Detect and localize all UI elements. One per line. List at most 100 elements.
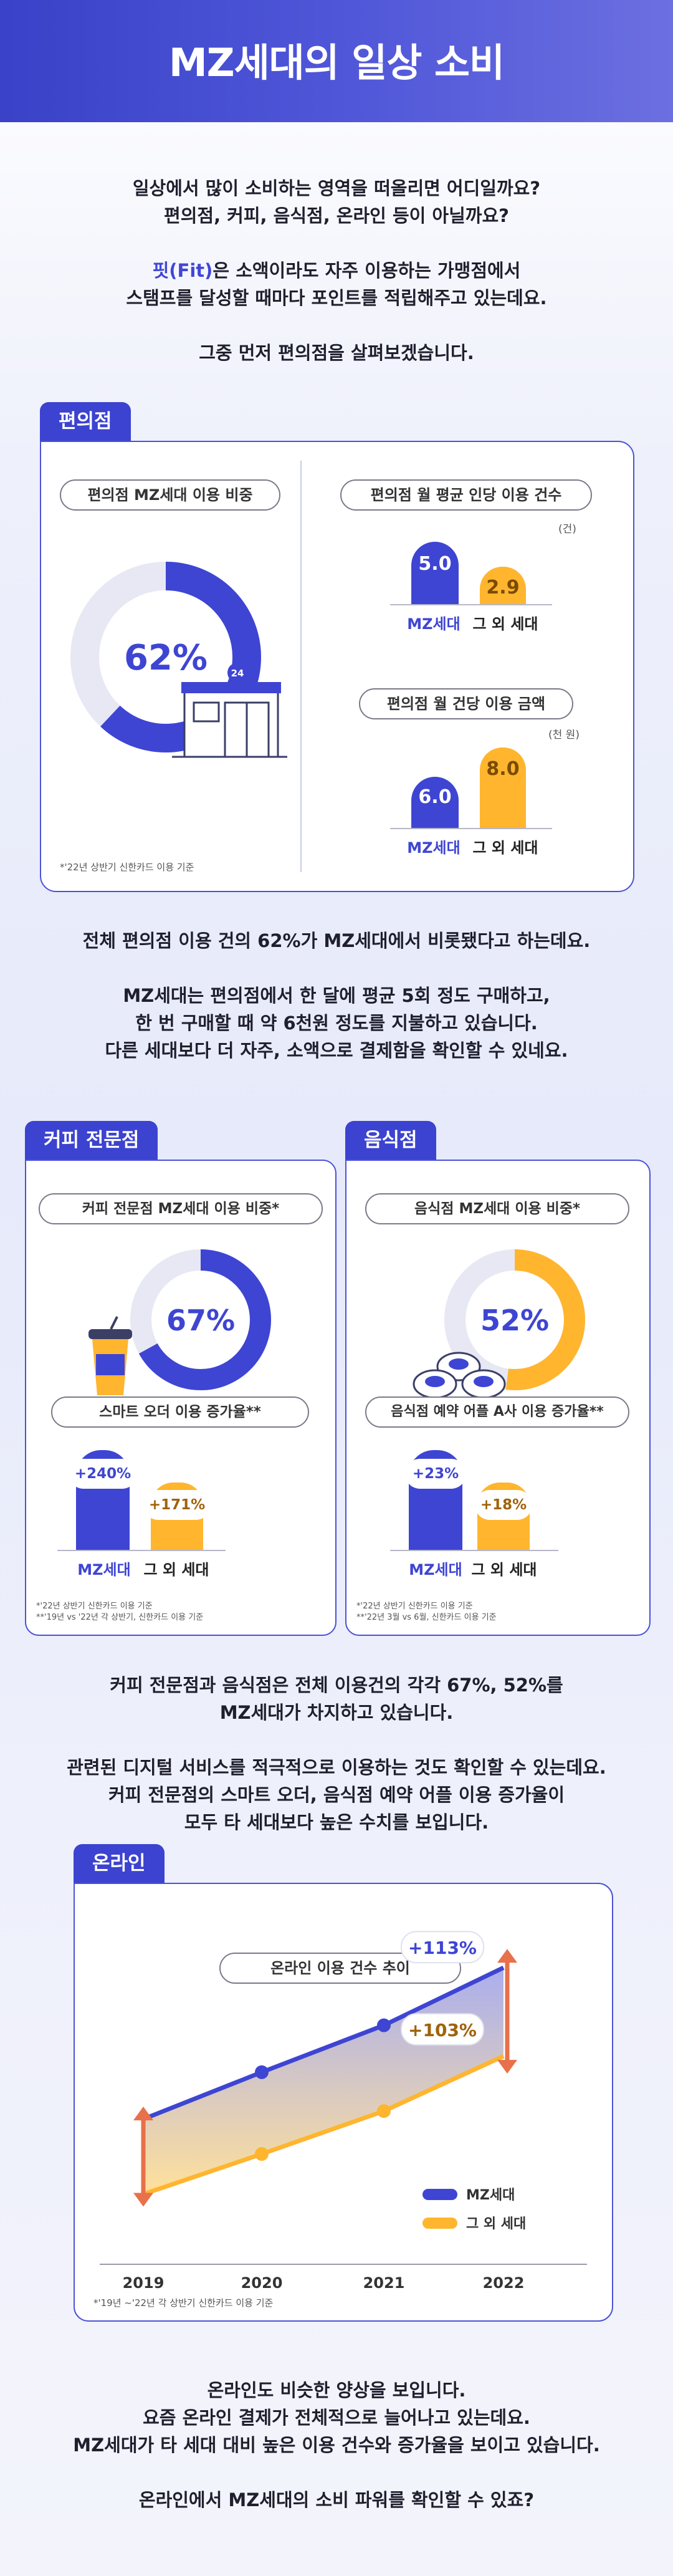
footnote-line: **'22년 3월 vs 6월, 신한카드 이용 기준 (356, 1613, 497, 1622)
online-card: 온라인 이용 건수 추이 +113% +103% 2019 2020 2021 2022 M… (74, 1883, 613, 2322)
restaurant-donut: 52% (413, 1249, 585, 1399)
count-value-other: 2.9 (486, 577, 520, 598)
x-tick-2020: 2020 (241, 2274, 283, 2292)
restaurant-card: 음식점 MZ세대 이용 비중* 52% 음식점 예약 어플 A사 이용 증가율*… (345, 1160, 651, 1636)
footnote-line: *'22년 상반기 신한카드 이용 기준 (36, 1602, 153, 1611)
coffee-cup-icon (88, 1316, 132, 1395)
legend-swatch-mz (422, 2189, 457, 2200)
amount-value-other: 8.0 (486, 758, 520, 780)
outro-line: 온라인에서 MZ세대의 소비 파워를 확인할 수 있죠? (138, 2489, 535, 2511)
outro-text: 온라인도 비슷한 양상을 보입니다. 요즘 온라인 결제가 전체적으로 늘어나고… (37, 2377, 636, 2514)
convenience-amount-title: 편의점 월 건당 이용 금액 (359, 688, 573, 719)
point-other-2021 (377, 2104, 391, 2118)
x-tick-2022: 2022 (483, 2274, 525, 2292)
section-tag-restaurant: 음식점 (345, 1121, 436, 1160)
restaurant-label-mz: MZ세대 (409, 1561, 462, 1579)
restaurant-label-other: 그 외 세대 (471, 1561, 537, 1579)
convenience-card: 편의점 MZ세대 이용 비중 24 62% *'22년 상반기 신한카드 이용 … (40, 441, 634, 892)
arrow-end-head-down (497, 2060, 517, 2074)
outro-line: 온라인도 비슷한 양상을 보입니다. (207, 2380, 466, 2401)
donut-arc-mz (444, 1249, 585, 1390)
fit-brand: 핏(Fit) (152, 260, 213, 281)
intro-line: 편의점, 커피, 음식점, 온라인 등이 아닐까요? (164, 205, 509, 226)
summary-line: MZ세대가 차지하고 있습니다. (219, 1702, 454, 1723)
point-mz-2020 (255, 2065, 269, 2079)
footnote-line: **'19년 vs '22년 각 상반기, 신한카드 이용 기준 (36, 1613, 204, 1622)
summary-line: 커피 전문점의 스마트 오더, 음식점 예약 어플 이용 증가율이 (108, 1784, 565, 1805)
restaurant-growth-title: 음식점 예약 어플 A사 이용 증가율** (365, 1396, 629, 1428)
online-footnote: *'19년 ~'22년 각 상반기 신한카드 이용 기준 (93, 2297, 274, 2309)
summary-line: 한 번 구매할 때 약 6천원 정도를 지불하고 있습니다. (135, 1012, 538, 1034)
section-tag-online: 온라인 (74, 1844, 165, 1883)
section-tag-convenience: 편의점 (40, 402, 131, 441)
amount-label-mz: MZ세대 (407, 839, 461, 857)
intro-fit-line: 핏(Fit)은 소액이라도 자주 이용하는 가맹점에서 (152, 260, 521, 281)
legend-label-other: 그 외 세대 (466, 2216, 526, 2232)
coffee-growth-other: +171% (143, 1490, 211, 1520)
arrow-start-head-down (133, 2193, 153, 2207)
coffee-growth-mz: +240% (69, 1459, 137, 1489)
series-line-other (142, 2054, 505, 2196)
arrow-end-head-up (497, 1949, 517, 1963)
convenience-share-value: 62% (124, 638, 208, 678)
growth-label-mz-bg (401, 1931, 484, 1964)
coffee-growth-title: 스마트 오더 이용 증가율** (51, 1396, 309, 1428)
intro-text: 일상에서 많이 소비하는 영역을 떠올리면 어디일까요? 편의점, 커피, 음식… (37, 175, 636, 367)
amount-baseline (390, 828, 552, 829)
point-other-2020 (255, 2147, 269, 2161)
page-title: MZ세대의 일상 소비 (168, 40, 505, 85)
summary-line: 다른 세대보다 더 자주, 소액으로 결제함을 확인할 수 있네요. (105, 1040, 568, 1061)
food-sushi-icon (413, 1352, 506, 1399)
convenience-footnote: *'22년 상반기 신한카드 이용 기준 (60, 862, 194, 873)
arrow-start-head-up (133, 2107, 153, 2121)
growth-label-other: +103% (408, 2020, 477, 2040)
amount-bar-other (480, 747, 526, 828)
restaurant-share-title: 음식점 MZ세대 이용 비중* (365, 1193, 629, 1224)
coffee-donut: 67% (88, 1249, 271, 1395)
mid-summary: 커피 전문점과 음식점은 전체 이용건의 각각 67%, 52%를 MZ세대가 … (37, 1671, 636, 1836)
coffee-share-title: 커피 전문점 MZ세대 이용 비중* (39, 1193, 323, 1224)
x-tick-2019: 2019 (123, 2274, 165, 2292)
restaurant-growth-other: +18% (475, 1490, 532, 1520)
amount-bar-mz (411, 777, 459, 828)
store-24-badge: 24 (231, 668, 244, 679)
count-label-mz: MZ세대 (407, 615, 461, 633)
legend-label-mz: MZ세대 (466, 2188, 515, 2203)
legend-swatch-other (422, 2218, 457, 2229)
restaurant-share-value: 52% (480, 1304, 549, 1337)
intro-line: 그중 먼저 편의점을 살펴보겠습니다. (199, 342, 474, 363)
coffee-card: 커피 전문점 MZ세대 이용 비중* 67% 스마트 오더 이용 증가율** +… (25, 1160, 336, 1636)
convenience-share-title: 편의점 MZ세대 이용 비중 (60, 479, 280, 511)
x-tick-2021: 2021 (363, 2274, 405, 2292)
count-bar-other (480, 567, 526, 604)
convenience-store-icon: 24 (172, 663, 287, 758)
convenience-donut: 24 62% (70, 562, 287, 758)
coffee-label-other: 그 외 세대 (143, 1561, 209, 1579)
card-divider (300, 461, 302, 872)
coffee-baseline (57, 1550, 226, 1551)
count-bar-mz (411, 542, 459, 604)
outro-line: 요즘 온라인 결제가 전체적으로 늘어나고 있는데요. (143, 2407, 530, 2428)
growth-label-mz: +113% (408, 1938, 477, 1958)
coffee-label-mz: MZ세대 (77, 1561, 131, 1579)
restaurant-footnote: *'22년 상반기 신한카드 이용 기준 **'22년 3월 vs 6월, 신한… (356, 1601, 497, 1623)
page-header: MZ세대의 일상 소비 (0, 0, 673, 122)
summary-line: 전체 편의점 이용 건의 62%가 MZ세대에서 비롯됐다고 하는데요. (82, 930, 591, 951)
donut-arc-mz (70, 562, 261, 752)
donut-arc-mz (130, 1249, 271, 1390)
point-mz-2021 (377, 2018, 391, 2032)
amount-value-mz: 6.0 (418, 786, 452, 808)
series-line-mz (142, 1966, 505, 2122)
coffee-footnote: *'22년 상반기 신한카드 이용 기준 **'19년 vs '22년 각 상반… (36, 1601, 203, 1623)
intro-line: 일상에서 많이 소비하는 영역을 떠올리면 어디일까요? (132, 178, 541, 199)
summary-line: MZ세대는 편의점에서 한 달에 평균 5회 정도 구매하고, (123, 985, 550, 1006)
growth-label-other-bg (401, 2013, 484, 2046)
count-unit: (건) (558, 523, 576, 536)
restaurant-growth-mz: +23% (405, 1459, 466, 1489)
coffee-share-value: 67% (166, 1304, 235, 1337)
outro-line: MZ세대가 타 세대 대비 높은 이용 건수와 증가율을 보이고 있습니다. (73, 2434, 600, 2456)
convenience-count-title: 편의점 월 평균 인당 이용 건수 (340, 479, 592, 511)
summary-line: 커피 전문점과 음식점은 전체 이용건의 각각 67%, 52%를 (110, 1675, 563, 1696)
amount-unit: (천 원) (548, 729, 580, 741)
